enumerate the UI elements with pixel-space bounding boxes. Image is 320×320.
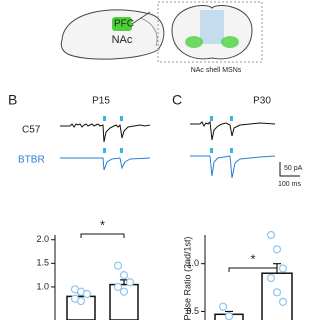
data-point xyxy=(272,288,282,297)
data-point xyxy=(278,264,288,273)
data-point xyxy=(278,297,288,306)
data-point xyxy=(119,271,129,280)
bar xyxy=(261,272,293,320)
significance-bracket xyxy=(80,233,125,238)
data-point xyxy=(82,289,92,299)
data-point xyxy=(125,278,135,287)
strain-label: BTBR xyxy=(18,155,45,166)
panel-letter: C xyxy=(172,92,182,108)
data-point xyxy=(76,297,86,306)
scale-time: 100 ms xyxy=(278,181,301,188)
y-tick-label: 1.5 xyxy=(36,258,49,268)
nac-label: NAc xyxy=(112,34,133,46)
y-tick-label: 0.5 xyxy=(186,306,199,316)
panel-letter: B xyxy=(8,92,17,108)
pfc-label: PFC xyxy=(114,19,134,30)
y-tick-label: 1.0 xyxy=(36,281,49,291)
data-point xyxy=(224,312,234,320)
traces xyxy=(60,116,300,179)
significance-star: * xyxy=(250,251,255,266)
y-tick-label: 2.0 xyxy=(36,234,49,244)
age-label: P30 xyxy=(253,96,271,107)
y-tick-label: 1.0 xyxy=(186,258,199,268)
region-label: NAc shell MSNs xyxy=(191,67,242,74)
strain-label: C57 xyxy=(22,125,41,136)
data-point xyxy=(113,261,123,270)
inset-box xyxy=(157,1,263,63)
pfc-region xyxy=(112,17,132,31)
data-point xyxy=(272,245,282,254)
y-axis-label: -Pulse Ratio (2nd/1st) xyxy=(182,236,192,320)
data-point xyxy=(218,302,228,311)
data-point xyxy=(119,287,129,296)
data-point xyxy=(266,230,276,240)
significance-bracket xyxy=(228,267,278,272)
brain-coronal xyxy=(171,5,253,60)
significance-star: * xyxy=(100,217,105,232)
data-point xyxy=(266,273,276,283)
data-point xyxy=(113,282,123,292)
age-label: P15 xyxy=(92,96,110,107)
scale-current: 50 pA xyxy=(284,165,303,172)
